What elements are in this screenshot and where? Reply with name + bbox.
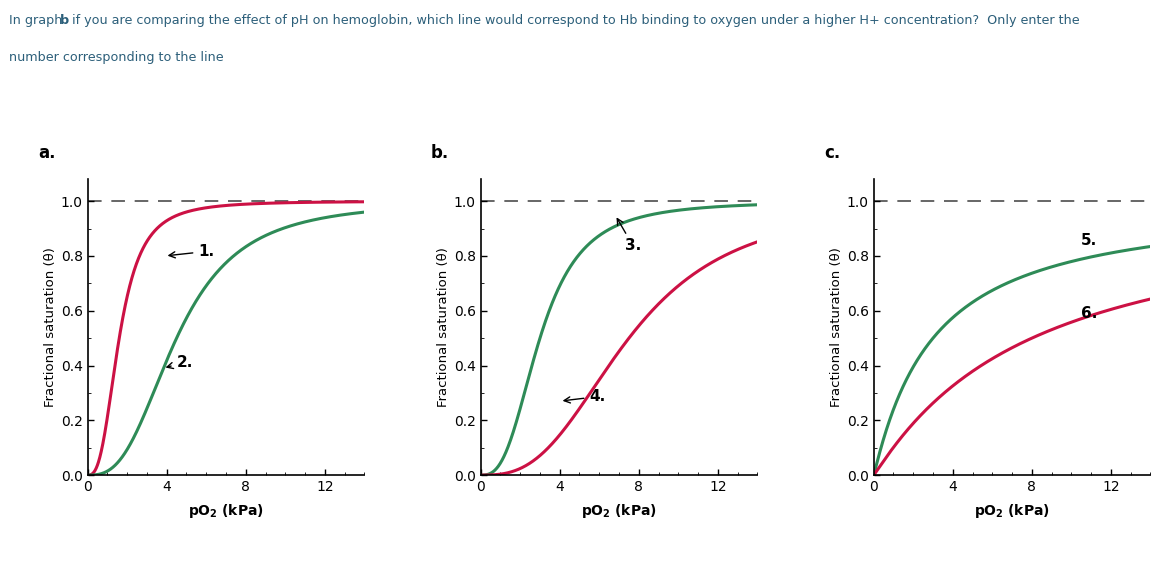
Text: In graph: In graph [9,14,67,27]
Text: 4.: 4. [564,389,606,404]
Text: 5.: 5. [1082,233,1098,248]
Text: b: b [60,14,69,27]
Text: c.: c. [823,144,840,162]
Text: number corresponding to the line: number corresponding to the line [9,51,224,64]
Text: 6.: 6. [1082,306,1098,320]
Text: 2.: 2. [167,355,193,370]
Y-axis label: Fractional saturation (θ): Fractional saturation (θ) [829,248,842,407]
Y-axis label: Fractional saturation (θ): Fractional saturation (θ) [43,248,56,407]
Text: 3.: 3. [617,218,641,253]
Text: if you are comparing the effect of pH on hemoglobin, which line would correspond: if you are comparing the effect of pH on… [68,14,1079,27]
X-axis label: $\mathbf{pO_2\ (kPa)}$: $\mathbf{pO_2\ (kPa)}$ [188,502,264,520]
X-axis label: $\mathbf{pO_2\ (kPa)}$: $\mathbf{pO_2\ (kPa)}$ [974,502,1050,520]
Text: 1.: 1. [169,244,215,259]
X-axis label: $\mathbf{pO_2\ (kPa)}$: $\mathbf{pO_2\ (kPa)}$ [582,502,656,520]
Text: b.: b. [431,144,449,162]
Text: a.: a. [37,144,55,162]
Y-axis label: Fractional saturation (θ): Fractional saturation (θ) [437,248,450,407]
